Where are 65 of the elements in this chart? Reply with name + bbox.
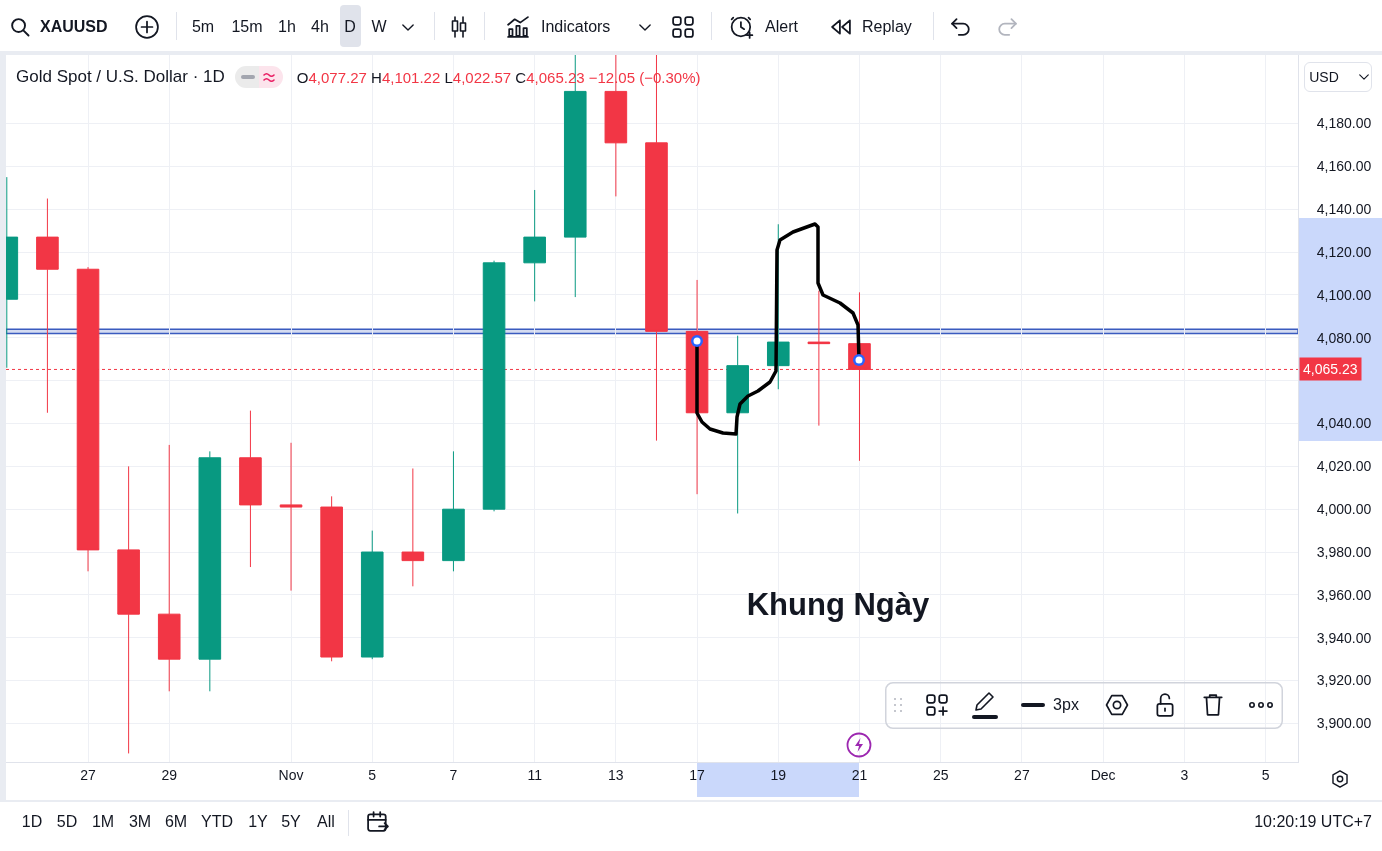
candlestick — [726, 335, 749, 514]
x-tick-label: 21 — [851, 766, 868, 783]
y-tick-label: 3,900.00 — [1316, 715, 1372, 732]
text: 5D — [56, 812, 78, 832]
x-tick-label: 17 — [689, 766, 706, 783]
x-tick-label: 25 — [932, 766, 949, 783]
candlestick — [442, 450, 465, 572]
candlestick — [523, 189, 546, 302]
text: 5Y — [281, 812, 301, 832]
x-tick-label: 11 — [527, 766, 543, 783]
text: Gold Spot / U.S. Dollar · 1D — [16, 67, 225, 87]
candlestick — [279, 442, 303, 592]
y-tick-label: 4,140.00 — [1316, 201, 1372, 218]
y-tick-label: 4,020.00 — [1316, 458, 1372, 475]
annotation: Khung Ngày — [746, 587, 930, 623]
candlestick — [401, 467, 425, 587]
text: 1D — [21, 812, 43, 832]
x-tick-label: 19 — [770, 766, 787, 783]
text: 1h — [278, 17, 296, 37]
x-tick-label: 13 — [608, 766, 624, 783]
text: 3M — [128, 812, 152, 832]
x-tick-label: 27 — [80, 766, 97, 783]
candlestick — [117, 465, 140, 754]
text: 15m — [231, 17, 263, 37]
text: 1Y — [248, 812, 268, 832]
y-tick-label: 4,080.00 — [1316, 329, 1372, 346]
y-tick-label: 4,120.00 — [1316, 244, 1372, 260]
candlestick — [482, 260, 506, 512]
x-tick-label: 5 — [368, 766, 377, 783]
y-tick-label: 4,040.00 — [1316, 415, 1372, 432]
x-tick-label: 3 — [1180, 766, 1189, 783]
text: All — [317, 812, 335, 832]
annotation: 3px — [1053, 695, 1079, 715]
candlestick — [320, 495, 343, 662]
ref-line-label: 4,065.23 — [1303, 361, 1358, 377]
candlestick — [239, 410, 262, 568]
text: D — [344, 17, 356, 37]
text: USD — [1309, 68, 1339, 86]
text: W — [371, 17, 387, 37]
y-tick-label: 3,940.00 — [1316, 629, 1372, 646]
y-tick-label: 3,920.00 — [1316, 672, 1372, 689]
y-tick-label: 4,100.00 — [1316, 286, 1372, 303]
candlestick — [198, 450, 222, 692]
x-tick-label: Dec — [1090, 766, 1116, 783]
y-tick-label: 3,980.00 — [1316, 543, 1372, 560]
y-tick-label: 3,960.00 — [1316, 586, 1372, 603]
text: Replay — [862, 17, 912, 37]
text: 10:20:19 UTC+7 — [1254, 812, 1372, 832]
text: 4h — [311, 17, 329, 37]
y-tick-label: 4,000.00 — [1316, 501, 1372, 518]
candlestick — [360, 530, 384, 660]
text: XAUUSD — [40, 17, 108, 37]
x-tick-label: 27 — [1014, 766, 1030, 783]
x-tick-label: 5 — [1261, 766, 1270, 783]
text: Alert — [765, 17, 798, 37]
text: 5m — [191, 17, 215, 37]
text: 6M — [164, 812, 188, 832]
y-tick-label: 4,180.00 — [1316, 115, 1372, 132]
x-tick-label: 7 — [449, 766, 458, 783]
text: YTD — [201, 812, 233, 832]
text: Indicators — [541, 17, 611, 37]
text: 1M — [91, 812, 115, 832]
y-tick-label: 4,160.00 — [1316, 158, 1372, 175]
x-tick-label: Nov — [278, 766, 304, 783]
x-tick-label: 29 — [161, 766, 178, 783]
